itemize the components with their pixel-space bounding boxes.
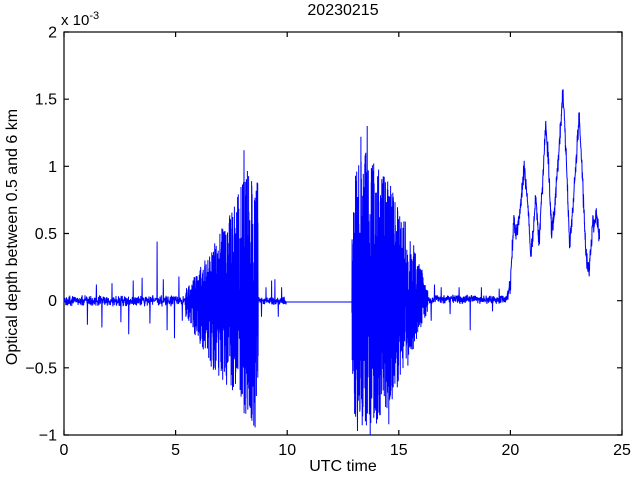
y-tick-label: −1	[39, 428, 57, 445]
x-tick-label: 15	[390, 442, 408, 459]
y-tick-label: −0.5	[25, 360, 57, 377]
chart-title: 20230215	[307, 2, 379, 19]
x-tick-label: 0	[60, 442, 69, 459]
y-tick-label: 2	[48, 25, 57, 42]
x-tick-label: 10	[278, 442, 296, 459]
signal-trace	[63, 89, 600, 436]
y-tick-label: 0	[48, 293, 57, 310]
x-tick-label: 5	[171, 442, 180, 459]
y-tick-label: 1	[48, 159, 57, 176]
y-scale-prefix: x 10	[61, 12, 90, 29]
x-axis-label: UTC time	[309, 458, 377, 475]
x-tick-label: 20	[502, 442, 520, 459]
x-tick-label: 25	[613, 442, 631, 459]
y-axis-scale-label: x 10-3	[61, 10, 99, 29]
plot-box	[63, 31, 623, 436]
y-tick-label: 0.5	[35, 226, 57, 243]
y-tick-label: 1.5	[35, 92, 57, 109]
y-scale-exponent: -3	[89, 10, 100, 22]
